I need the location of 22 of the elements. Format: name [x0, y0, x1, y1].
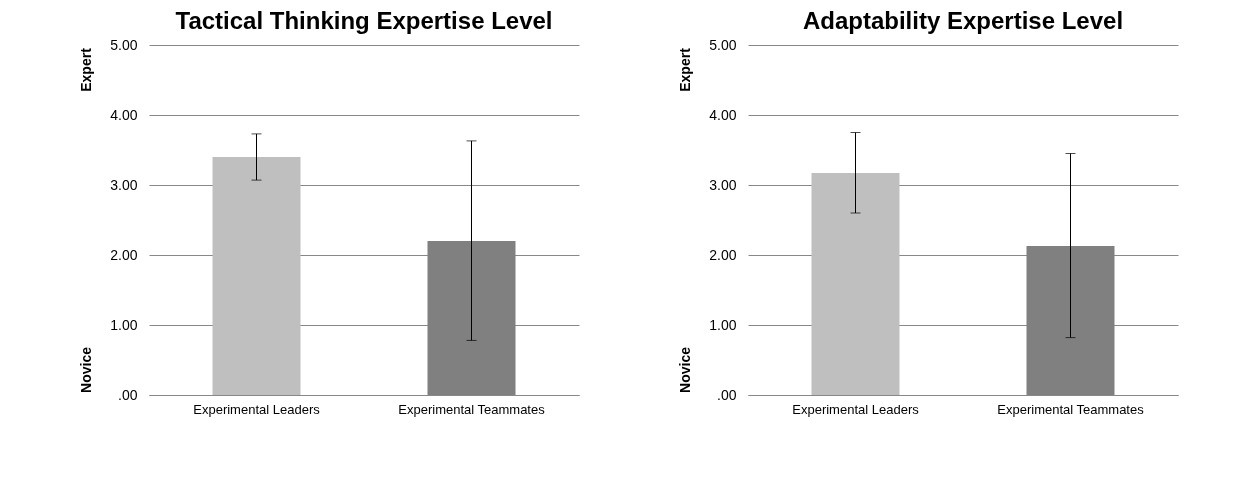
x-tick-label: Experimental Leaders [792, 401, 920, 417]
x-tick-label: Experimental Teammates [398, 401, 546, 417]
chart-title: Tactical Thinking Expertise Level [175, 7, 553, 34]
y-tick-label: 4.00 [110, 106, 138, 123]
text: Expert [677, 47, 693, 92]
text: Expert [78, 47, 94, 92]
y-tick-label: 5.00 [709, 36, 737, 53]
y-tick-label: 5.00 [110, 36, 138, 53]
y-tick-label: 3.00 [110, 176, 138, 193]
y-tick-label: 2.00 [110, 246, 138, 263]
y-tick-label: 4.00 [709, 106, 737, 123]
y-tick-label: .00 [118, 386, 138, 403]
text: Novice [677, 346, 693, 393]
y-tick-label: .00 [717, 386, 737, 403]
x-tick-label: Experimental Leaders [193, 401, 321, 417]
y-tick-label: 1.00 [709, 316, 737, 333]
y-tick-label: 3.00 [709, 176, 737, 193]
text: Novice [78, 346, 94, 393]
x-tick-label: Experimental Teammates [997, 401, 1145, 417]
y-tick-label: 1.00 [110, 316, 138, 333]
chart-title: Adaptability Expertise Level [802, 7, 1124, 34]
y-tick-label: 2.00 [709, 246, 737, 263]
